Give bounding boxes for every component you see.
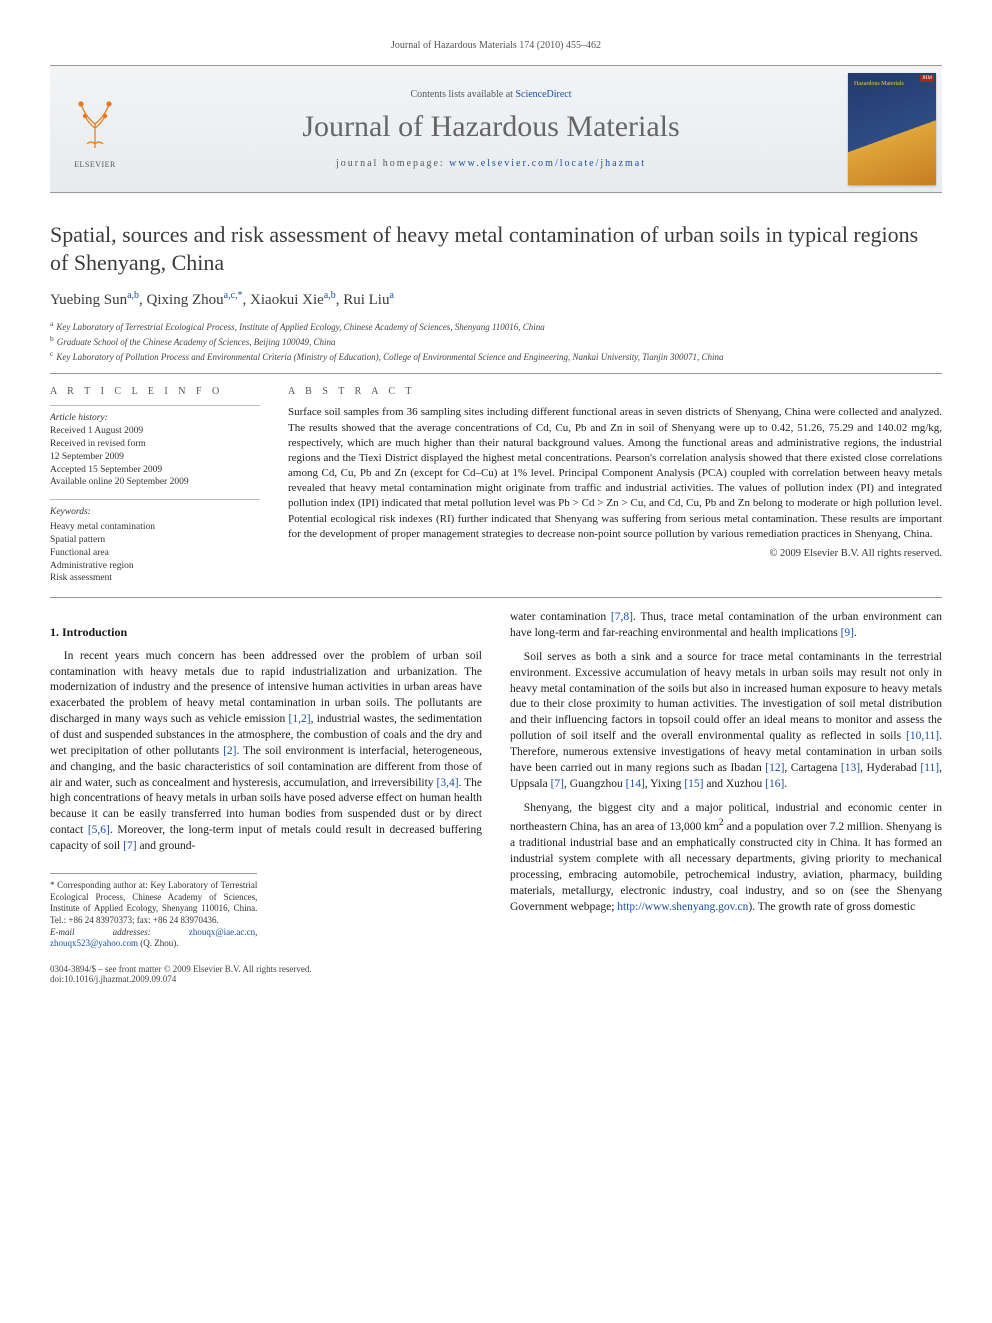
shenyang-gov-link[interactable]: http://www.shenyang.gov.cn <box>617 901 748 913</box>
section-heading-introduction: 1. Introduction <box>50 624 482 641</box>
abstract-column: A B S T R A C T Surface soil samples fro… <box>288 386 942 585</box>
running-head: Journal of Hazardous Materials 174 (2010… <box>50 40 942 51</box>
affiliation-row: aKey Laboratory of Terrestrial Ecologica… <box>50 319 942 333</box>
body-paragraph: In recent years much concern has been ad… <box>50 649 482 855</box>
contents-prefix: Contents lists available at <box>410 89 515 100</box>
history-line: Available online 20 September 2009 <box>50 476 260 489</box>
publisher-name: ELSEVIER <box>74 160 116 169</box>
history-line: Received 1 August 2009 <box>50 425 260 438</box>
contents-available-line: Contents lists available at ScienceDirec… <box>410 89 571 100</box>
body-paragraph: Shenyang, the biggest city and a major p… <box>510 801 942 916</box>
body-paragraph: Soil serves as both a sink and a source … <box>510 650 942 793</box>
keyword-item: Risk assessment <box>50 572 260 585</box>
body-paragraph: water contamination [7,8]. Thus, trace m… <box>510 610 942 642</box>
article-body: 1. Introduction In recent years much con… <box>50 610 942 950</box>
journal-cover-thumb-block: JHM Hazardous Materials <box>842 66 942 192</box>
journal-masthead: ELSEVIER Contents lists available at Sci… <box>50 65 942 193</box>
email-tail: (Q. Zhou). <box>138 938 179 948</box>
history-line: Accepted 15 September 2009 <box>50 464 260 477</box>
keywords-list: Heavy metal contaminationSpatial pattern… <box>50 521 260 585</box>
email-label: E-mail addresses: <box>50 927 189 937</box>
article-info-label: A R T I C L E I N F O <box>50 386 260 397</box>
author-list: Yuebing Suna,b, Qixing Zhoua,c,*, Xiaoku… <box>50 290 942 309</box>
homepage-prefix: journal homepage: <box>336 158 449 169</box>
corresponding-email-line: E-mail addresses: zhouqx@iae.ac.cn, zhou… <box>50 927 257 950</box>
publisher-logo-block: ELSEVIER <box>50 66 140 192</box>
email-sep: , <box>255 927 257 937</box>
front-matter-line: 0304-3894/$ – see front matter © 2009 El… <box>50 964 312 974</box>
sciencedirect-link[interactable]: ScienceDirect <box>515 89 571 100</box>
affiliation-list: aKey Laboratory of Terrestrial Ecologica… <box>50 319 942 363</box>
journal-homepage-link[interactable]: www.elsevier.com/locate/jhazmat <box>449 158 646 169</box>
corresponding-author-footnote: * Corresponding author at: Key Laborator… <box>50 873 257 950</box>
journal-homepage-line: journal homepage: www.elsevier.com/locat… <box>336 158 646 169</box>
article-history-lines: Received 1 August 2009Received in revise… <box>50 425 260 489</box>
keyword-item: Functional area <box>50 547 260 560</box>
journal-cover-thumbnail: JHM Hazardous Materials <box>848 73 936 185</box>
article-title: Spatial, sources and risk assessment of … <box>50 221 942 276</box>
keyword-item: Administrative region <box>50 560 260 573</box>
abstract-text: Surface soil samples from 36 sampling si… <box>288 405 942 542</box>
history-line: 12 September 2009 <box>50 451 260 464</box>
article-info-column: A R T I C L E I N F O Article history: R… <box>50 386 260 585</box>
email-link-1[interactable]: zhouqx@iae.ac.cn <box>189 927 255 937</box>
page-footer: 0304-3894/$ – see front matter © 2009 El… <box>50 964 942 984</box>
affiliation-row: cKey Laboratory of Pollution Process and… <box>50 349 942 363</box>
keyword-item: Spatial pattern <box>50 534 260 547</box>
elsevier-logo: ELSEVIER <box>63 89 127 169</box>
cover-title: Hazardous Materials <box>854 81 930 88</box>
journal-name: Journal of Hazardous Materials <box>302 110 679 144</box>
article-history-label: Article history: <box>50 412 260 425</box>
affiliation-row: bGraduate School of the Chinese Academy … <box>50 334 942 348</box>
divider <box>50 597 942 598</box>
keywords-label: Keywords: <box>50 506 260 519</box>
keyword-item: Heavy metal contamination <box>50 521 260 534</box>
abstract-label: A B S T R A C T <box>288 386 942 397</box>
corresponding-author-text: * Corresponding author at: Key Laborator… <box>50 880 257 927</box>
history-line: Received in revised form <box>50 438 260 451</box>
divider <box>50 373 942 374</box>
abstract-copyright: © 2009 Elsevier B.V. All rights reserved… <box>288 548 942 559</box>
email-link-2[interactable]: zhouqx523@yahoo.com <box>50 938 138 948</box>
doi-line: doi:10.1016/j.jhazmat.2009.09.074 <box>50 974 312 984</box>
elsevier-tree-icon <box>71 94 119 158</box>
